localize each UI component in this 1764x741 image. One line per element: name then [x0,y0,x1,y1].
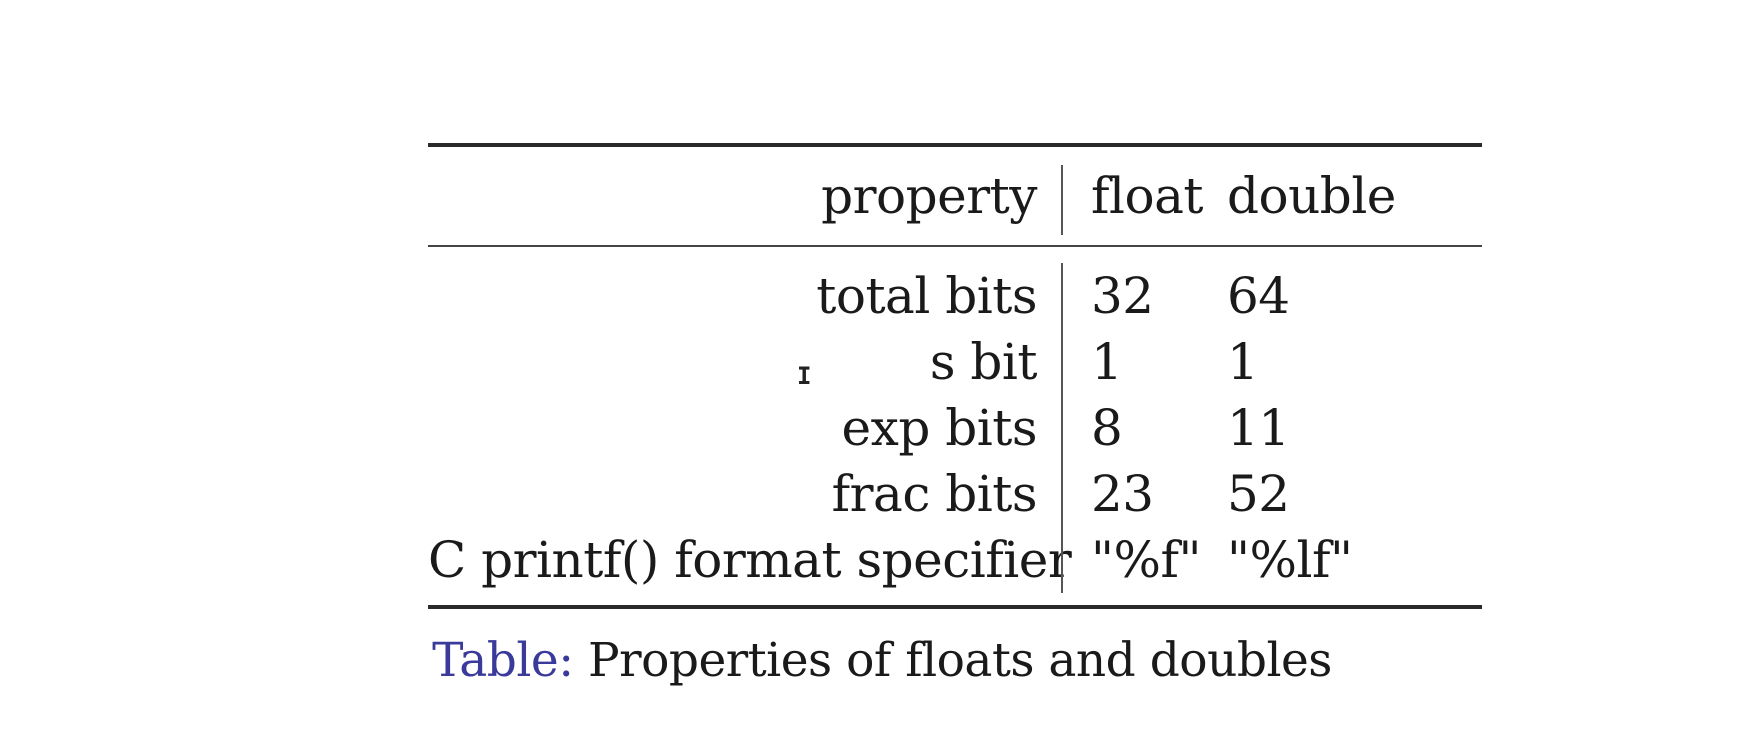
row-float-value: 1 [1091,333,1123,391]
row-double-value: 11 [1227,399,1290,457]
row-double-value: "%lf" [1227,531,1353,589]
table-top-rule [428,143,1482,147]
table-row: s bit 1 1 [428,329,1482,395]
table-caption: Table: Properties of floats and doubles [0,637,1764,684]
row-property: s bit [929,333,1038,391]
text-cursor-icon: I [797,362,812,390]
row-float-value: 8 [1091,399,1123,457]
row-property: exp bits [841,399,1038,457]
column-separator [1061,395,1063,461]
row-float-value: "%f" [1091,531,1202,589]
row-double-value: 52 [1227,465,1290,523]
column-separator [1061,165,1063,235]
row-double-value: 1 [1227,333,1259,391]
row-double-value: 64 [1227,267,1290,325]
table-row: frac bits 23 52 [428,461,1482,527]
row-property: C printf() format specifier [428,531,1072,589]
row-property: total bits [816,267,1037,325]
table-row: exp bits 8 11 [428,395,1482,461]
table-bottom-rule [428,605,1482,609]
header-property: property [821,167,1037,225]
caption-label: Table: [432,633,574,688]
header-float: float [1091,167,1204,225]
column-separator [1061,527,1063,593]
caption-text: Properties of floats and doubles [588,633,1332,688]
row-float-value: 32 [1091,267,1154,325]
header-double: double [1227,167,1396,225]
row-property: frac bits [831,465,1038,523]
column-separator [1061,263,1063,329]
row-float-value: 23 [1091,465,1154,523]
properties-table: property float double total bits 32 64 s… [428,143,1482,609]
table-header-row: property float double [428,147,1482,245]
table-body: total bits 32 64 s bit 1 1 exp bits 8 11… [428,247,1482,605]
column-separator [1061,329,1063,395]
table-row: total bits 32 64 [428,263,1482,329]
table-row: C printf() format specifier "%f" "%lf" [428,527,1482,593]
column-separator [1061,461,1063,527]
table-header-rule [428,245,1482,247]
